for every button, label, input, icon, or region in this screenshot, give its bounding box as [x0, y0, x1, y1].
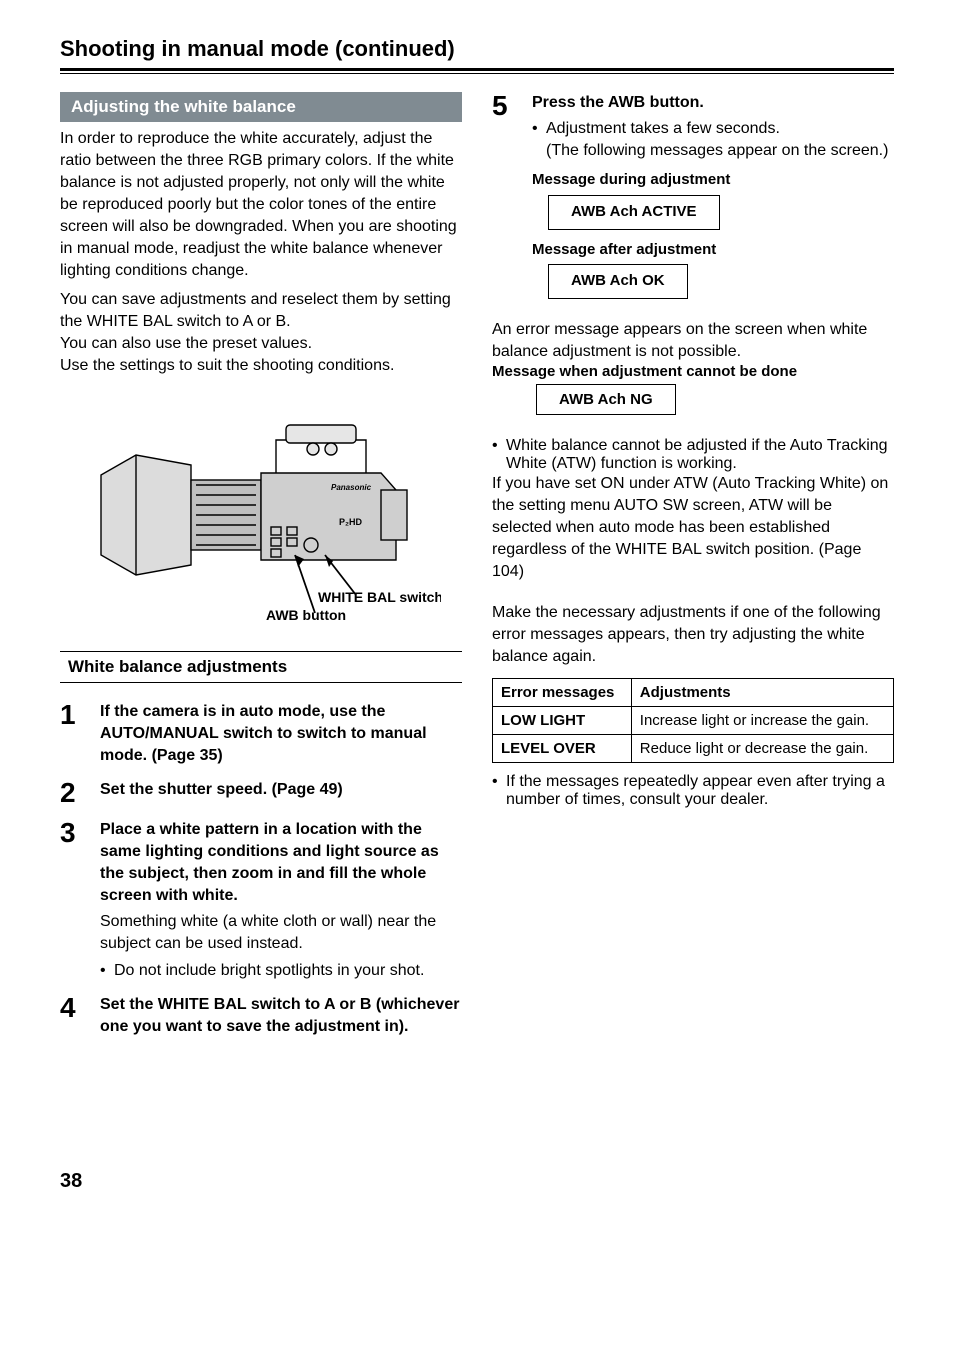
- svg-text:Panasonic: Panasonic: [331, 483, 372, 492]
- table-row: Error messages Adjustments: [493, 678, 894, 706]
- intro-paragraph-3: You can also use the preset values.: [60, 333, 462, 355]
- message-during-frame: AWB Ach ACTIVE: [548, 195, 720, 230]
- step-number: 3: [60, 819, 82, 982]
- figure-label-white-bal-switch: WHITE BAL switch: [318, 589, 441, 605]
- figure-label-awb-button: AWB button: [266, 607, 346, 623]
- step-4: 4 Set the WHITE BAL switch to A or B (wh…: [60, 994, 462, 1038]
- message-during-label: Message during adjustment: [532, 170, 894, 191]
- table-cell: LEVEL OVER: [493, 734, 632, 762]
- step-number: 1: [60, 701, 82, 767]
- dealer-bullet: If the messages repeatedly appear even a…: [492, 773, 894, 809]
- step-lead: Set the shutter speed. (Page 49): [100, 779, 462, 801]
- atw-bullet: White balance cannot be adjusted if the …: [492, 437, 894, 473]
- left-steps-list: 1 If the camera is in auto mode, use the…: [60, 701, 462, 1038]
- error-msg-label: Message when adjustment cannot be done: [492, 363, 894, 380]
- retry-paragraph: Make the necessary adjustments if one of…: [492, 602, 894, 668]
- message-after-frame: AWB Ach OK: [548, 264, 688, 299]
- table-cell: Increase light or increase the gain.: [631, 706, 893, 734]
- intro-paragraph-4: Use the settings to suit the shooting co…: [60, 355, 462, 377]
- two-column-layout: Adjusting the white balance In order to …: [60, 92, 894, 1050]
- step-2: 2 Set the shutter speed. (Page 49): [60, 779, 462, 807]
- atw-paragraph: If you have set ON under ATW (Auto Track…: [492, 473, 894, 583]
- table-header-error: Error messages: [493, 678, 632, 706]
- atw-block: White balance cannot be adjusted if the …: [492, 437, 894, 583]
- section-header-white-balance: Adjusting the white balance: [60, 92, 462, 122]
- page-number: 38: [60, 1170, 894, 1193]
- error-table: Error messages Adjustments LOW LIGHT Inc…: [492, 678, 894, 763]
- intro-paragraph-1: In order to reproduce the white accurate…: [60, 128, 462, 283]
- step-lead: Set the WHITE BAL switch to A or B (whic…: [100, 994, 462, 1038]
- table-cell: Reduce light or decrease the gain.: [631, 734, 893, 762]
- left-column: Adjusting the white balance In order to …: [60, 92, 462, 1050]
- step-lead: If the camera is in auto mode, use the A…: [100, 701, 462, 767]
- step5-bullet-sub: (The following messages appear on the sc…: [546, 142, 888, 159]
- step-bullet: Do not include bright spotlights in your…: [100, 960, 462, 982]
- step-5: 5 Press the AWB button. Adjustment takes…: [492, 92, 894, 301]
- step-1: 1 If the camera is in auto mode, use the…: [60, 701, 462, 767]
- right-step5-list: 5 Press the AWB button. Adjustment takes…: [492, 92, 894, 301]
- table-cell: LOW LIGHT: [493, 706, 632, 734]
- error-msg-frame: AWB Ach NG: [536, 384, 676, 415]
- step5-bullet: Adjustment takes a few seconds. (The fol…: [532, 118, 894, 162]
- error-intro-text: An error message appears on the screen w…: [492, 319, 894, 363]
- error-intro-block: An error message appears on the screen w…: [492, 319, 894, 417]
- step-lead: Place a white pattern in a location with…: [100, 819, 462, 907]
- step-3: 3 Place a white pattern in a location wi…: [60, 819, 462, 982]
- page-title: Shooting in manual mode (continued): [60, 36, 894, 62]
- step-note: Something white (a white cloth or wall) …: [100, 911, 462, 955]
- table-header-adjust: Adjustments: [631, 678, 893, 706]
- title-rule: [60, 68, 894, 74]
- camera-illustration: Panasonic P₂HD WHITE BAL switch AWB butt…: [81, 395, 441, 635]
- svg-text:P₂HD: P₂HD: [339, 517, 363, 527]
- table-row: LOW LIGHT Increase light or increase the…: [493, 706, 894, 734]
- table-row: LEVEL OVER Reduce light or decrease the …: [493, 734, 894, 762]
- intro-paragraph-2: You can save adjustments and reselect th…: [60, 289, 462, 333]
- subsection-header-wb-adjustments: White balance adjustments: [60, 651, 462, 683]
- right-column: 5 Press the AWB button. Adjustment takes…: [492, 92, 894, 1050]
- step-number: 2: [60, 779, 82, 807]
- step-number: 4: [60, 994, 82, 1038]
- step5-bullet-text: Adjustment takes a few seconds.: [546, 120, 780, 137]
- message-after-label: Message after adjustment: [532, 240, 894, 261]
- step-lead: Press the AWB button.: [532, 92, 894, 114]
- step-number: 5: [492, 92, 514, 301]
